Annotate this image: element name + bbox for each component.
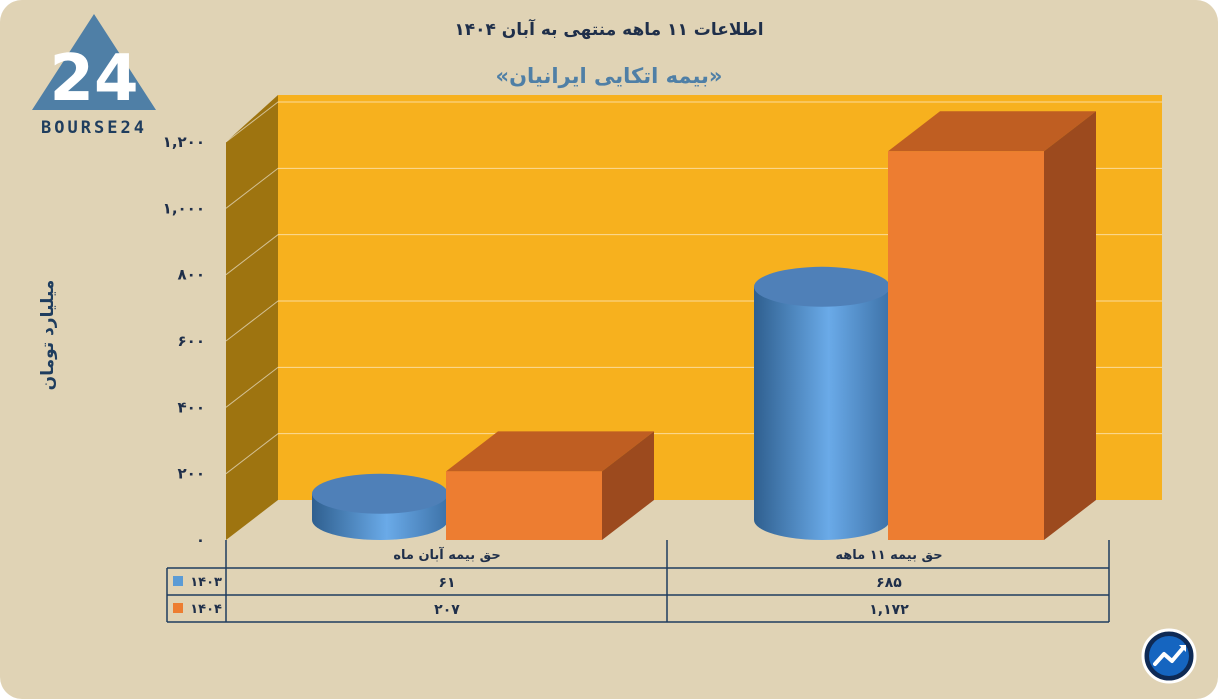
chart-title: اطلاعات ۱۱ ماهه منتهی به آبان ۱۴۰۴ — [454, 20, 764, 40]
legend-label: ۱۴۰۴ — [190, 602, 222, 617]
y-tick-label: ۰ — [196, 531, 205, 549]
y-tick-label: ۶۰۰ — [178, 332, 205, 350]
bar-box-side — [602, 431, 654, 540]
legend-swatch — [173, 576, 183, 586]
chart-subtitle: «بیمه اتکایی ایرانیان» — [495, 64, 723, 88]
svg-text:24: 24 — [49, 42, 138, 116]
trend-badge-icon — [1141, 628, 1197, 684]
legend-swatch — [173, 603, 183, 613]
y-tick-label: ۱,۲۰۰ — [163, 133, 205, 151]
y-tick-label: ۴۰۰ — [178, 398, 205, 416]
data-label: ۱,۱۷۲ — [869, 602, 909, 618]
y-tick-label: ۲۰۰ — [178, 465, 205, 483]
bar-box-front — [888, 151, 1044, 540]
gridline — [225, 234, 1162, 276]
logo-text: BOURSE24 — [41, 118, 147, 138]
bar-cylinder-body — [754, 286, 890, 540]
bar-box-top — [888, 111, 1096, 152]
bar-box-top — [446, 431, 654, 472]
y-tick-label: ۱,۰۰۰ — [163, 199, 205, 217]
y-tick-label: ۸۰۰ — [178, 266, 205, 284]
gridline — [225, 101, 1162, 143]
legend-label: ۱۴۰۳ — [190, 575, 222, 590]
bar-cylinder-top — [754, 266, 890, 307]
data-label: ۲۰۷ — [434, 602, 460, 618]
bourse24-logo: 24 — [32, 14, 156, 116]
category-label: حق بیمه آبان ماه — [393, 546, 500, 563]
bar-cylinder-top — [312, 473, 448, 514]
bar-box-side — [1044, 111, 1096, 540]
data-label: ۶۱ — [438, 575, 455, 591]
category-label: حق بیمه ۱۱ ماهه — [835, 548, 942, 563]
chart-side-wall — [226, 95, 278, 540]
gridline — [225, 167, 1162, 209]
data-label: ۶۸۵ — [876, 575, 902, 591]
bar-box-front — [446, 471, 602, 540]
